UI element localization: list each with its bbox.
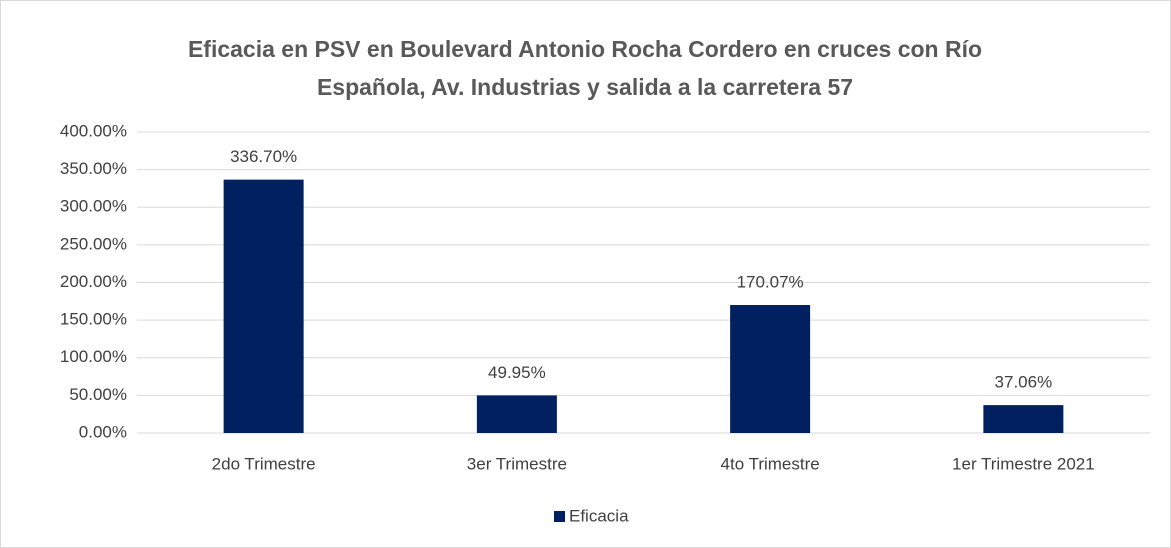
bar <box>476 395 557 433</box>
data-label: 37.06% <box>995 373 1053 392</box>
data-label: 170.07% <box>737 273 804 292</box>
y-tick-label: 400.00% <box>60 121 127 140</box>
data-label: 49.95% <box>488 363 546 382</box>
y-tick-label: 0.00% <box>79 422 127 441</box>
chart-title: Eficacia en PSV en Boulevard Antonio Roc… <box>187 36 983 100</box>
x-tick-label: 2do Trimestre <box>212 454 316 473</box>
legend-swatch <box>554 511 565 522</box>
data-label: 336.70% <box>230 147 297 166</box>
y-tick-label: 300.00% <box>60 197 127 216</box>
y-tick-label: 350.00% <box>60 159 127 178</box>
y-tick-label: 200.00% <box>60 272 127 291</box>
bar <box>983 405 1064 433</box>
legend-label: Eficacia <box>569 506 629 525</box>
y-tick-label: 100.00% <box>60 347 127 366</box>
y-tick-label: 50.00% <box>69 385 127 404</box>
x-tick-label: 4to Trimestre <box>721 454 820 473</box>
y-tick-label: 150.00% <box>60 310 127 329</box>
bar <box>730 305 811 433</box>
bar <box>223 179 304 433</box>
x-tick-label: 1er Trimestre 2021 <box>952 454 1095 473</box>
x-tick-label: 3er Trimestre <box>467 454 567 473</box>
y-tick-label: 250.00% <box>60 234 127 253</box>
